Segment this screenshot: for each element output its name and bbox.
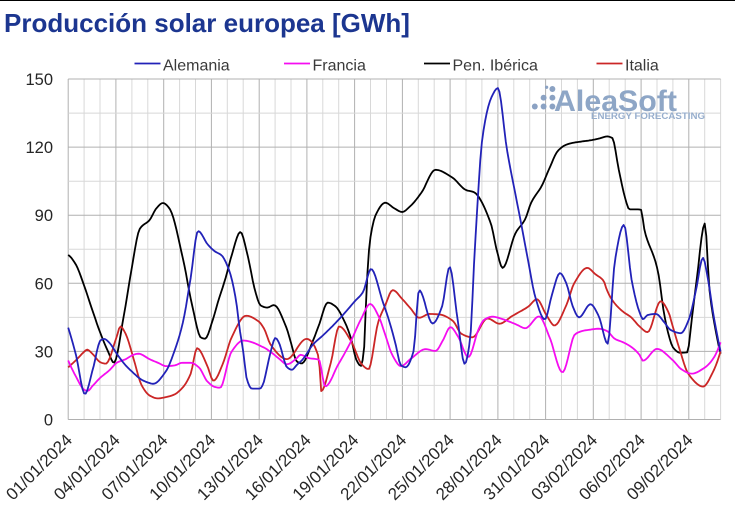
svg-text:ENERGY FORECASTING: ENERGY FORECASTING [591,111,705,121]
svg-text:Pen. Ibérica: Pen. Ibérica [453,58,538,75]
svg-text:120: 120 [25,139,53,157]
svg-text:Italia: Italia [625,58,659,75]
svg-text:AleaSoft: AleaSoft [554,85,677,118]
svg-text:Francia: Francia [313,58,366,75]
svg-text:0: 0 [44,412,53,430]
svg-text:Alemania: Alemania [163,58,230,75]
svg-text:60: 60 [35,275,53,293]
svg-text:150: 150 [25,71,53,89]
svg-text:30: 30 [35,343,53,361]
svg-text:90: 90 [35,207,53,225]
